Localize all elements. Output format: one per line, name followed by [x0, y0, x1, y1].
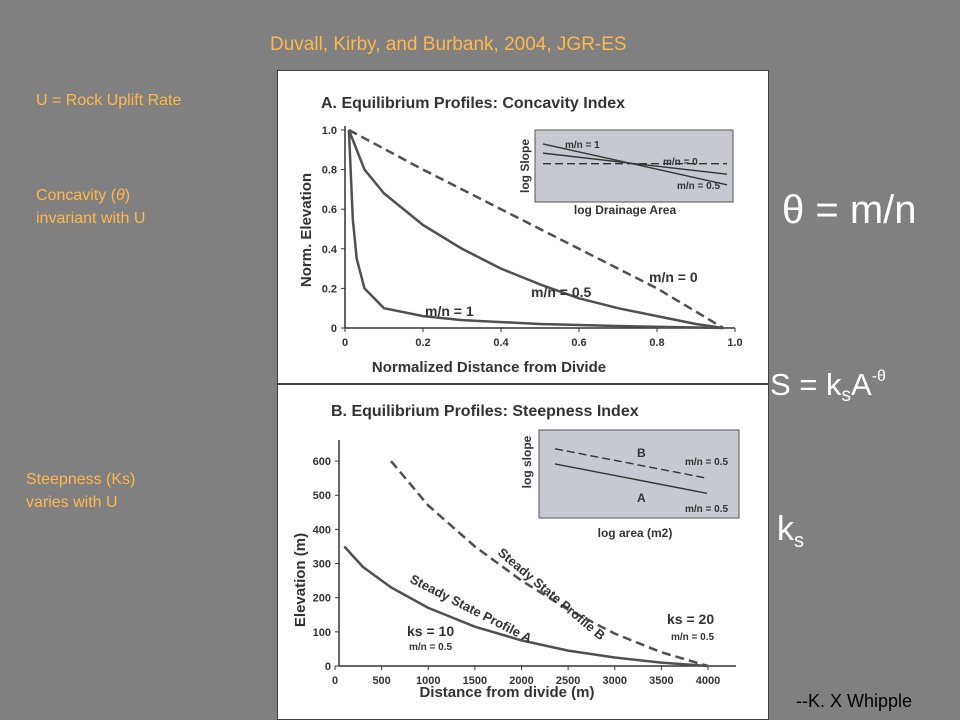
steepness-line1: Steepness (Ks): [26, 471, 136, 488]
panel-a-x-tick-label: 0.2: [415, 337, 430, 349]
slope-sub: s: [841, 385, 852, 406]
panel-b-y-tick-label: 100: [313, 627, 331, 639]
figure: A. Equilibrium Profiles: Concavity Index…: [277, 70, 769, 720]
concavity-symbol: θ: [116, 187, 125, 204]
label-ks-a-mn: m/n = 0.5: [409, 642, 453, 653]
theta-symbol: θ: [782, 188, 805, 232]
theta-rest: = m/n: [804, 188, 917, 232]
panel-a-title: A. Equilibrium Profiles: Concavity Index: [321, 95, 625, 112]
panel-b-y-ticks: 0 100 200 300 400 500 600: [313, 456, 339, 673]
panel-a-y-tick-label: 0.6: [322, 204, 337, 216]
ks-symbol: ks: [777, 510, 804, 553]
panel-a-x-tick-label: 0.6: [571, 337, 586, 349]
panel-b-x-tick-label: 4000: [696, 675, 720, 687]
inset-b-mn-b: m/n = 0.5: [685, 457, 729, 468]
label-mn-05: m/n = 0.5: [531, 284, 592, 300]
panel-a-y-ticks: 0 0.2 0.4 0.6 0.8 1.0: [322, 125, 345, 335]
panel-a-inset-lines: [542, 143, 728, 186]
panel-a-x-tick-label: 0.8: [649, 337, 664, 349]
panel-a-y-tick-label: 1.0: [322, 125, 337, 137]
label-ks-b: ks = 20: [667, 611, 714, 627]
panel-a-series-line-2: [347, 129, 724, 330]
steepness-note: Steepness (Ks) varies with U: [26, 468, 135, 514]
panel-b-x-tick-label: 1000: [416, 675, 440, 687]
inset-a-xlabel: log Drainage Area: [574, 203, 677, 217]
slope-equation: S = ksA-θ: [770, 367, 886, 407]
panel-b-inset-line-0: [554, 448, 708, 479]
panel-b-series: [343, 460, 709, 668]
panel-a-inset-box: [534, 129, 734, 203]
panel-b-ylabel: Elevation (m): [292, 533, 309, 627]
concavity-note: Concavity (θ) invariant with U: [36, 184, 145, 230]
panel-b-series-line-0: [343, 545, 709, 668]
concavity-prefix: Concavity (: [36, 187, 117, 204]
panel-a-inset: m/n = 1 m/n = 0 m/n = 0.5 log Drainage A…: [518, 129, 734, 217]
uplift-note: U = Rock Uplift Rate: [36, 92, 182, 109]
panel-a-series-line-0: [348, 128, 724, 330]
panel-b-inset-box: [538, 429, 740, 519]
slope-main: S = k: [770, 367, 842, 402]
panel-b-axes: [338, 440, 736, 667]
steepness-line2: varies with U: [26, 494, 118, 511]
panel-b-x-tick-label: 3000: [603, 675, 627, 687]
panel-b-y-tick-label: 0: [325, 661, 331, 673]
panel-b-x-tick-label: 500: [372, 675, 390, 687]
inset-b-label-b: B: [637, 446, 646, 460]
panel-b-x-ticks: 0 500 1000 1500 2000 2500 3000 3500 4000: [332, 666, 720, 687]
panel-b-xlabel: Distance from divide (m): [419, 684, 594, 701]
panel-a: A. Equilibrium Profiles: Concavity Index…: [298, 95, 743, 376]
panel-a-y-tick-label: 0: [331, 323, 337, 335]
slope-exponent: -θ: [871, 368, 886, 385]
panel-b-x-tick-label: 1500: [463, 675, 487, 687]
panel-b-y-tick-label: 300: [313, 559, 331, 571]
label-ks-b-mn: m/n = 0.5: [671, 632, 715, 643]
panel-b-x-tick-label: 2500: [556, 675, 580, 687]
panel-a-x-tick-label: 0: [342, 337, 348, 349]
panel-b-series-line-1: [390, 460, 709, 668]
panel-a-series-line-1: [347, 129, 724, 330]
inset-b-mn-a: m/n = 0.5: [685, 504, 729, 515]
panel-b-y-tick-label: 200: [313, 593, 331, 605]
label-ks-a: ks = 10: [407, 623, 454, 639]
panel-b-inset: B m/n = 0.5 A m/n = 0.5 log area (m2) lo…: [520, 429, 740, 540]
panel-b-x-tick-label: 3500: [649, 675, 673, 687]
panel-a-y-tick-label: 0.8: [322, 165, 337, 177]
panel-b-title: B. Equilibrium Profiles: Steepness Index: [331, 403, 639, 420]
concavity-suffix: ): [124, 187, 131, 204]
panel-a-ylabel: Norm. Elevation: [298, 173, 315, 287]
panel-b-y-tick-label: 400: [313, 524, 331, 536]
inset-a-ylabel: log Slope: [518, 139, 532, 193]
label-mn-1: m/n = 1: [425, 303, 474, 319]
panel-b-x-tick-label: 2000: [509, 675, 533, 687]
slope-area: A: [851, 367, 872, 402]
panel-a-series: [347, 128, 724, 330]
credit: --K. X Whipple: [796, 691, 913, 711]
panel-a-y-tick-label: 0.4: [322, 244, 338, 256]
panel-b-y-tick-label: 500: [313, 490, 331, 502]
ks-sub: s: [794, 530, 804, 552]
panel-a-x-tick-label: 0.4: [493, 337, 509, 349]
concavity-line2: invariant with U: [36, 210, 146, 227]
citation: Duvall, Kirby, and Burbank, 2004, JGR-ES: [270, 34, 627, 55]
inset-b-ylabel: log slope: [520, 435, 534, 488]
inset-b-xlabel: log area (m2): [598, 526, 673, 540]
panel-b-y-tick-label: 600: [313, 456, 331, 468]
panel-a-inset-line-2: [542, 152, 728, 175]
panel-b-inset-line-1: [554, 463, 708, 495]
ks-main: k: [777, 510, 794, 548]
theta-equation: θ = m/n: [782, 188, 917, 233]
panel-a-x-tick-label: 1.0: [727, 337, 742, 349]
panel-a-xlabel: Normalized Distance from Divide: [372, 359, 606, 376]
panel-a-y-tick-label: 0.2: [322, 283, 337, 295]
label-mn-0: m/n = 0: [649, 269, 698, 285]
panel-b-inset-lines: [554, 448, 708, 495]
panel-b-x-tick-label: 0: [332, 675, 338, 687]
inset-a-label-mn-1: m/n = 1: [565, 140, 600, 151]
inset-a-label-mn-0: m/n = 0: [663, 157, 698, 168]
inset-a-label-mn-05: m/n = 0.5: [677, 181, 721, 192]
panel-a-x-ticks: 0 0.2 0.4 0.6 0.8 1.0: [342, 328, 743, 349]
inset-b-label-a: A: [637, 491, 646, 505]
